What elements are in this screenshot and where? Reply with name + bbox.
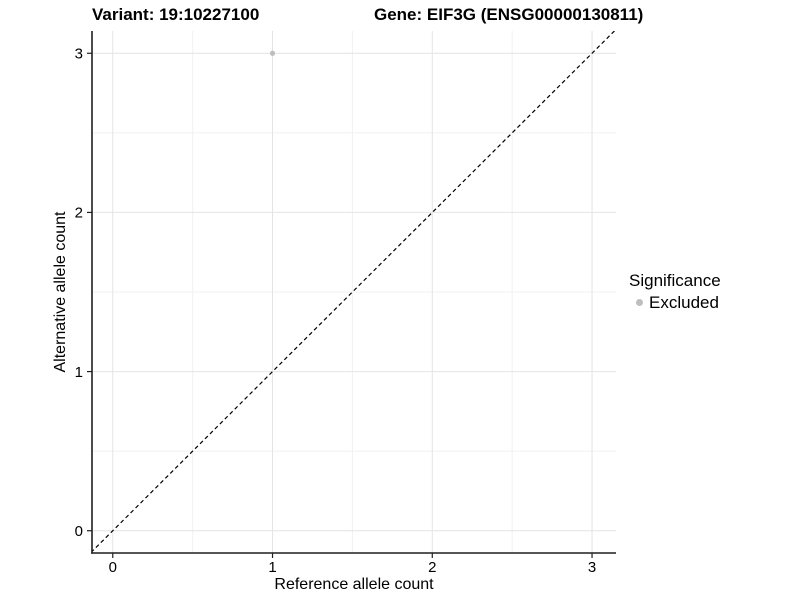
legend: Significance Excluded <box>629 270 721 313</box>
y-tick-label: 2 <box>75 205 83 222</box>
y-axis-title: Alternative allele count <box>52 211 69 373</box>
identity-line <box>92 31 616 553</box>
y-tick-label: 1 <box>75 364 83 381</box>
legend-title: Significance <box>629 271 721 290</box>
x-tick-label: 1 <box>268 559 276 576</box>
legend-point-icon <box>636 299 643 306</box>
legend-item-excluded: Excluded <box>629 292 721 313</box>
x-tick-label: 3 <box>588 559 596 576</box>
x-tick-label: 0 <box>109 559 117 576</box>
data-point <box>269 50 276 56</box>
y-tick-label: 3 <box>75 45 83 62</box>
x-axis-title: Reference allele count <box>274 576 434 593</box>
legend-item-label: Excluded <box>649 293 719 312</box>
y-tick-label: 0 <box>75 523 83 540</box>
variant-title: Variant: 19:10227100 <box>92 5 260 24</box>
x-tick-label: 2 <box>428 559 436 576</box>
gene-title: Gene: EIF3G (ENSG00000130811) <box>374 5 644 24</box>
